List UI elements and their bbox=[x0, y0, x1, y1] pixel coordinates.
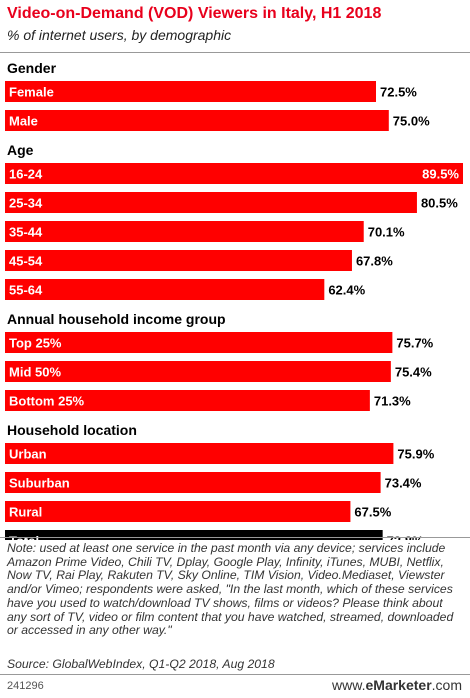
value-label-1-2: 70.1% bbox=[368, 225, 405, 240]
group-heading-3: Household location bbox=[7, 422, 137, 438]
bar-3-0 bbox=[5, 443, 394, 464]
footer-divider bbox=[0, 674, 470, 675]
value-label-2-0: 75.7% bbox=[396, 336, 433, 351]
category-label-total: Total bbox=[9, 534, 39, 541]
category-label-1-0: 16-24 bbox=[9, 167, 43, 182]
category-label-3-0: Urban bbox=[9, 447, 47, 462]
chart-subtitle: % of internet users, by demographic bbox=[7, 27, 232, 43]
bar-total bbox=[5, 530, 383, 540]
value-label-2-1: 75.4% bbox=[395, 365, 432, 380]
chart-note: Note: used at least one service in the p… bbox=[7, 541, 454, 638]
category-label-3-1: Suburban bbox=[9, 476, 70, 491]
bar-2-1 bbox=[5, 361, 391, 382]
bar-2-0 bbox=[5, 332, 393, 353]
group-heading-0: Gender bbox=[7, 60, 57, 76]
value-label-3-1: 73.4% bbox=[385, 476, 422, 491]
chart-source: Source: GlobalWebIndex, Q1-Q2 2018, Aug … bbox=[7, 657, 275, 671]
value-label-1-3: 67.8% bbox=[356, 254, 393, 269]
chart-id: 241296 bbox=[7, 680, 44, 692]
bar-2-2 bbox=[5, 390, 370, 411]
category-label-0-1: Male bbox=[9, 114, 38, 129]
bar-0-1 bbox=[5, 110, 389, 131]
value-label-total: 73.8% bbox=[387, 534, 424, 541]
top-divider bbox=[0, 52, 470, 53]
bar-1-4 bbox=[5, 279, 325, 300]
bar-chart: Gender Female 72.5% Male 75.0% Age 16-24 89.5% 2… bbox=[5, 60, 463, 541]
bar-1-0 bbox=[5, 163, 463, 184]
category-label-1-2: 35-44 bbox=[9, 225, 43, 240]
group-heading-2: Annual household income group bbox=[7, 311, 226, 327]
bar-3-2 bbox=[5, 501, 351, 522]
category-label-1-1: 25-34 bbox=[9, 196, 43, 211]
value-label-1-0: 89.5% bbox=[422, 167, 459, 182]
chart-title: Video-on-Demand (VOD) Viewers in Italy, … bbox=[7, 5, 382, 22]
value-label-3-0: 75.9% bbox=[397, 447, 434, 462]
group-heading-1: Age bbox=[7, 142, 34, 158]
brand-logo: www.eMarketer.com bbox=[332, 677, 462, 693]
category-label-1-4: 55-64 bbox=[9, 283, 43, 298]
category-label-3-2: Rural bbox=[9, 505, 42, 520]
value-label-1-1: 80.5% bbox=[421, 196, 458, 211]
bar-1-1 bbox=[5, 192, 417, 213]
category-label-2-1: Mid 50% bbox=[9, 365, 61, 380]
value-label-2-2: 71.3% bbox=[374, 394, 411, 409]
value-label-1-4: 62.4% bbox=[328, 283, 365, 298]
value-label-3-2: 67.5% bbox=[354, 505, 391, 520]
bar-3-1 bbox=[5, 472, 381, 493]
category-label-1-3: 45-54 bbox=[9, 254, 43, 269]
category-label-2-0: Top 25% bbox=[9, 336, 62, 351]
bar-1-2 bbox=[5, 221, 364, 242]
bar-0-0 bbox=[5, 81, 377, 102]
value-label-0-1: 75.0% bbox=[393, 114, 430, 129]
bottom-divider bbox=[0, 537, 470, 538]
bar-1-3 bbox=[5, 250, 352, 271]
category-label-2-2: Bottom 25% bbox=[9, 394, 85, 409]
category-label-0-0: Female bbox=[9, 85, 54, 100]
value-label-0-0: 72.5% bbox=[380, 85, 417, 100]
